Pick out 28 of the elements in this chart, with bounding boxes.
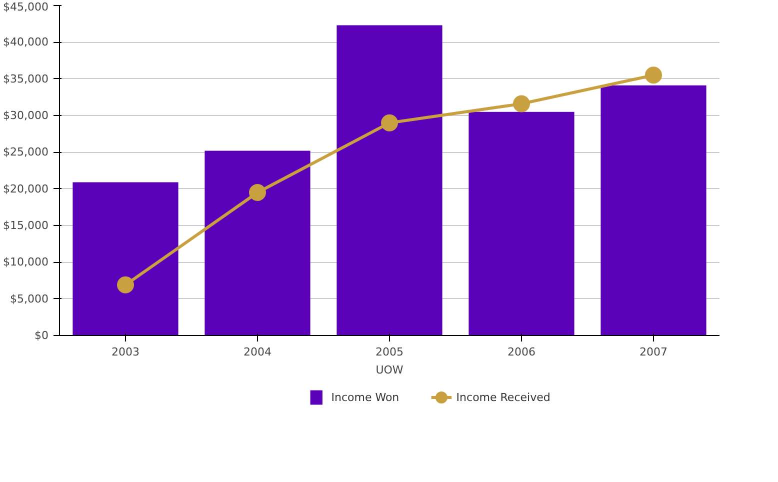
y-tick-label: $45,000: [3, 0, 49, 14]
y-tick-label: $30,000: [3, 109, 49, 122]
point: [249, 184, 266, 201]
bar: [468, 112, 574, 336]
y-tick-label: $10,000: [3, 256, 49, 269]
x-tick-label: 2006: [508, 346, 536, 358]
point: [645, 66, 662, 84]
x-tick-label: 2007: [640, 346, 668, 358]
y-tick-label: $5,000: [10, 292, 49, 306]
y-tick-label: $25,000: [3, 146, 49, 159]
x-tick-label: 2003: [112, 346, 140, 358]
y-tick-label: $15,000: [3, 219, 49, 232]
bar: [72, 182, 178, 336]
legend-label: Income Received: [456, 391, 550, 404]
x-axis-title: UOW: [376, 364, 404, 376]
y-tick-label: $0: [34, 329, 49, 342]
bar: [336, 25, 442, 336]
y-tick-label: $35,000: [3, 72, 49, 86]
legend-label: Income Won: [331, 391, 400, 404]
x-tick-label: 2005: [376, 346, 404, 358]
y-tick-label: $20,000: [3, 182, 49, 196]
x-tick-label: 2004: [244, 346, 272, 358]
point: [381, 114, 398, 132]
y-tick-label: $40,000: [3, 36, 49, 49]
bar: [600, 85, 706, 336]
bar: [204, 150, 310, 336]
point: [513, 95, 530, 112]
point: [117, 276, 134, 294]
